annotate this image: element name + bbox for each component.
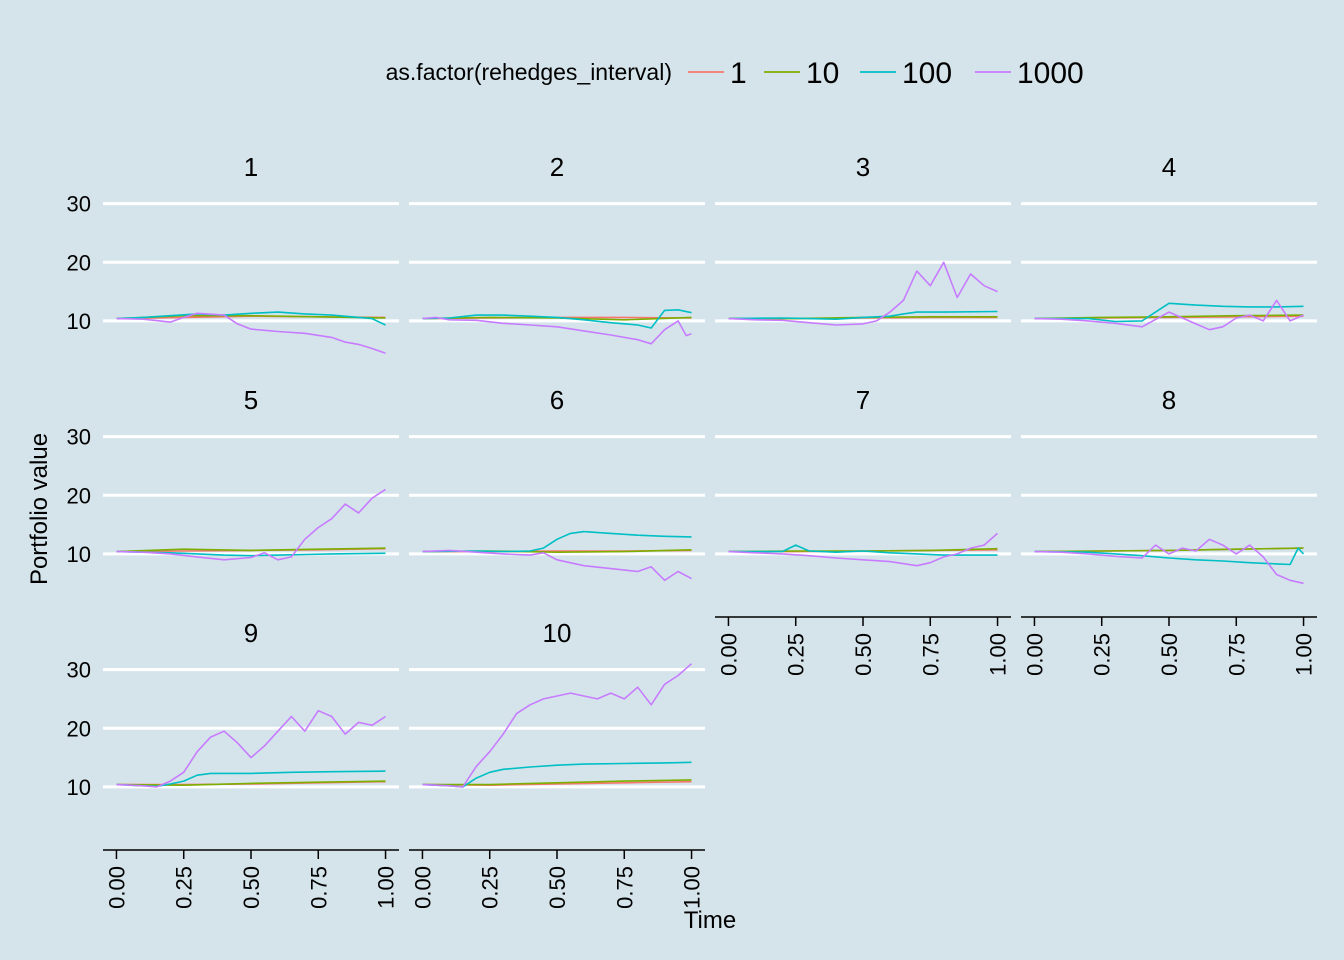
series-line-1000: [1034, 538, 1304, 585]
series-line-1000: [728, 532, 999, 567]
series-line-100: [116, 311, 386, 326]
series-line-100: [1034, 547, 1305, 566]
facet-panel-4: 4: [1021, 152, 1317, 331]
facet-strip-label: 5: [244, 385, 258, 415]
legend-label-100: 100: [902, 57, 952, 90]
facet-panel-1: 1 10 20 30: [67, 152, 399, 354]
series-line-1000: [116, 709, 386, 788]
facet-strip-label: 6: [550, 385, 564, 415]
y-tick-label: 10: [67, 542, 91, 567]
series-line-10: [1034, 547, 1304, 553]
series-line-100: [116, 550, 386, 557]
x-tick-label: 0.00: [410, 866, 435, 909]
facet-strip-label: 2: [550, 152, 564, 182]
series-line-1000: [422, 663, 693, 788]
x-tick-label: 0.50: [239, 866, 264, 909]
series-line-1000: [1034, 299, 1304, 331]
x-tick-label: 0.00: [104, 866, 129, 909]
y-tick-label: 30: [67, 425, 91, 450]
facet-panel-7: 7 0.00 0.25 0.50 0.75 1.00: [715, 385, 1011, 676]
legend-label-1000: 1000: [1017, 57, 1084, 90]
x-tick-label: 0.25: [784, 633, 809, 676]
y-tick-label: 30: [67, 192, 91, 217]
facet-panel-8: 8 0.00 0.25 0.50 0.75 1.00: [1021, 385, 1317, 676]
facet-panel-9: 9 10 20 30 0.00 0.25 0.50 0.75 1.00: [67, 618, 399, 909]
facet-strip-label: 9: [244, 618, 258, 648]
x-tick-label: 0.00: [1022, 633, 1047, 676]
series-line-1000: [422, 316, 692, 345]
x-tick-label: 1.00: [1292, 633, 1317, 676]
x-tick-label: 0.50: [851, 633, 876, 676]
y-tick-label: 10: [67, 775, 91, 800]
facet-panel-5: 5 10 20 30: [67, 385, 399, 567]
x-tick-label: 0.25: [1090, 633, 1115, 676]
series-line-10: [1034, 314, 1304, 320]
y-tick-label: 30: [67, 658, 91, 683]
x-tick-label: 0.50: [545, 866, 570, 909]
x-tick-label: 0.50: [1157, 633, 1182, 676]
series-line-100: [422, 308, 692, 329]
x-tick-label: 0.25: [478, 866, 503, 909]
series-line-1000: [116, 312, 386, 354]
series-line-100: [728, 544, 998, 556]
facet-strip-label: 8: [1162, 385, 1176, 415]
facet-panel-3: 3: [715, 152, 1011, 326]
series-line-1000: [422, 549, 692, 582]
x-tick-label: 0.75: [918, 633, 943, 676]
x-tick-label: 0.25: [172, 866, 197, 909]
series-line-10: [116, 547, 386, 553]
facet-strip-label: 10: [543, 618, 572, 648]
facet-strip-label: 7: [856, 385, 870, 415]
x-tick-label: 1.00: [986, 633, 1011, 676]
series-line-1000: [116, 488, 386, 561]
legend: as.factor(rehedges_interval) 1 10 100 1000: [386, 57, 1084, 90]
y-tick-label: 20: [67, 250, 91, 275]
x-tick-label: 1.00: [680, 866, 705, 909]
legend-label-1: 1: [730, 57, 747, 90]
facet-strip-label: 1: [244, 152, 258, 182]
y-tick-label: 10: [67, 309, 91, 334]
series-line-100: [422, 530, 692, 553]
facet-panel-10: 10 0.00 0.25 0.50 0.75 1.00: [409, 618, 705, 909]
facet-panel-6: 6: [409, 385, 705, 582]
legend-title: as.factor(rehedges_interval): [386, 59, 672, 85]
x-tick-label: 0.00: [716, 633, 741, 676]
facet-strip-label: 4: [1162, 152, 1176, 182]
x-tick-label: 0.75: [1224, 633, 1249, 676]
x-tick-label: 0.75: [612, 866, 637, 909]
y-axis-title: Portfolio value: [26, 433, 53, 585]
series-line-100: [1034, 302, 1304, 323]
y-tick-label: 20: [67, 483, 91, 508]
x-axis-title: Time: [684, 907, 736, 934]
x-tick-label: 1.00: [374, 866, 399, 909]
series-line-100: [728, 310, 998, 321]
series-line-1000: [728, 261, 998, 326]
legend-label-10: 10: [806, 57, 839, 90]
y-tick-label: 20: [67, 716, 91, 741]
x-tick-label: 0.75: [306, 866, 331, 909]
facet-panel-2: 2: [409, 152, 705, 345]
facet-strip-label: 3: [856, 152, 870, 182]
